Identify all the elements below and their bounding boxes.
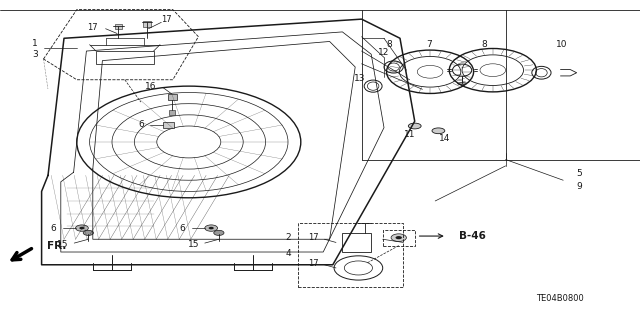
Text: 2: 2 (285, 233, 291, 242)
Text: TE04B0800: TE04B0800 (536, 294, 584, 303)
Text: 15: 15 (188, 240, 199, 249)
Ellipse shape (458, 83, 467, 85)
Text: 5: 5 (577, 169, 582, 178)
Text: 8: 8 (387, 40, 392, 48)
Text: 9: 9 (577, 182, 582, 191)
Bar (115, 24, 122, 29)
Circle shape (205, 225, 218, 231)
Text: 17: 17 (161, 15, 172, 24)
Text: FR.: FR. (47, 241, 66, 251)
Text: 14: 14 (439, 134, 451, 143)
Bar (143, 21, 151, 27)
Circle shape (396, 236, 402, 239)
Circle shape (83, 230, 93, 235)
Bar (342, 233, 371, 252)
Circle shape (391, 234, 406, 241)
Text: 6: 6 (180, 224, 185, 233)
Bar (96, 51, 154, 64)
Text: 17: 17 (308, 259, 319, 268)
Text: 13: 13 (354, 74, 365, 83)
Ellipse shape (432, 128, 445, 134)
Text: 8: 8 (482, 40, 487, 48)
Text: 12: 12 (378, 48, 390, 57)
Bar (169, 110, 175, 115)
Text: 17: 17 (308, 233, 319, 242)
Circle shape (209, 227, 214, 229)
Text: 16: 16 (145, 82, 156, 91)
Text: 17: 17 (88, 23, 98, 32)
Ellipse shape (408, 123, 421, 129)
Text: 1: 1 (33, 39, 38, 48)
Bar (168, 94, 177, 100)
Text: 10: 10 (556, 40, 568, 48)
Bar (163, 122, 174, 128)
Text: 4: 4 (285, 249, 291, 258)
Circle shape (79, 227, 84, 229)
Bar (298, 223, 403, 287)
Circle shape (76, 225, 88, 231)
Text: 7: 7 (426, 40, 431, 48)
Text: 6: 6 (138, 120, 143, 129)
Text: 15: 15 (57, 240, 68, 249)
Text: 3: 3 (33, 50, 38, 59)
Text: B-46: B-46 (459, 231, 486, 241)
Text: 11: 11 (404, 130, 415, 139)
Circle shape (214, 230, 224, 235)
Bar (383, 230, 415, 246)
Text: 6: 6 (51, 224, 56, 233)
